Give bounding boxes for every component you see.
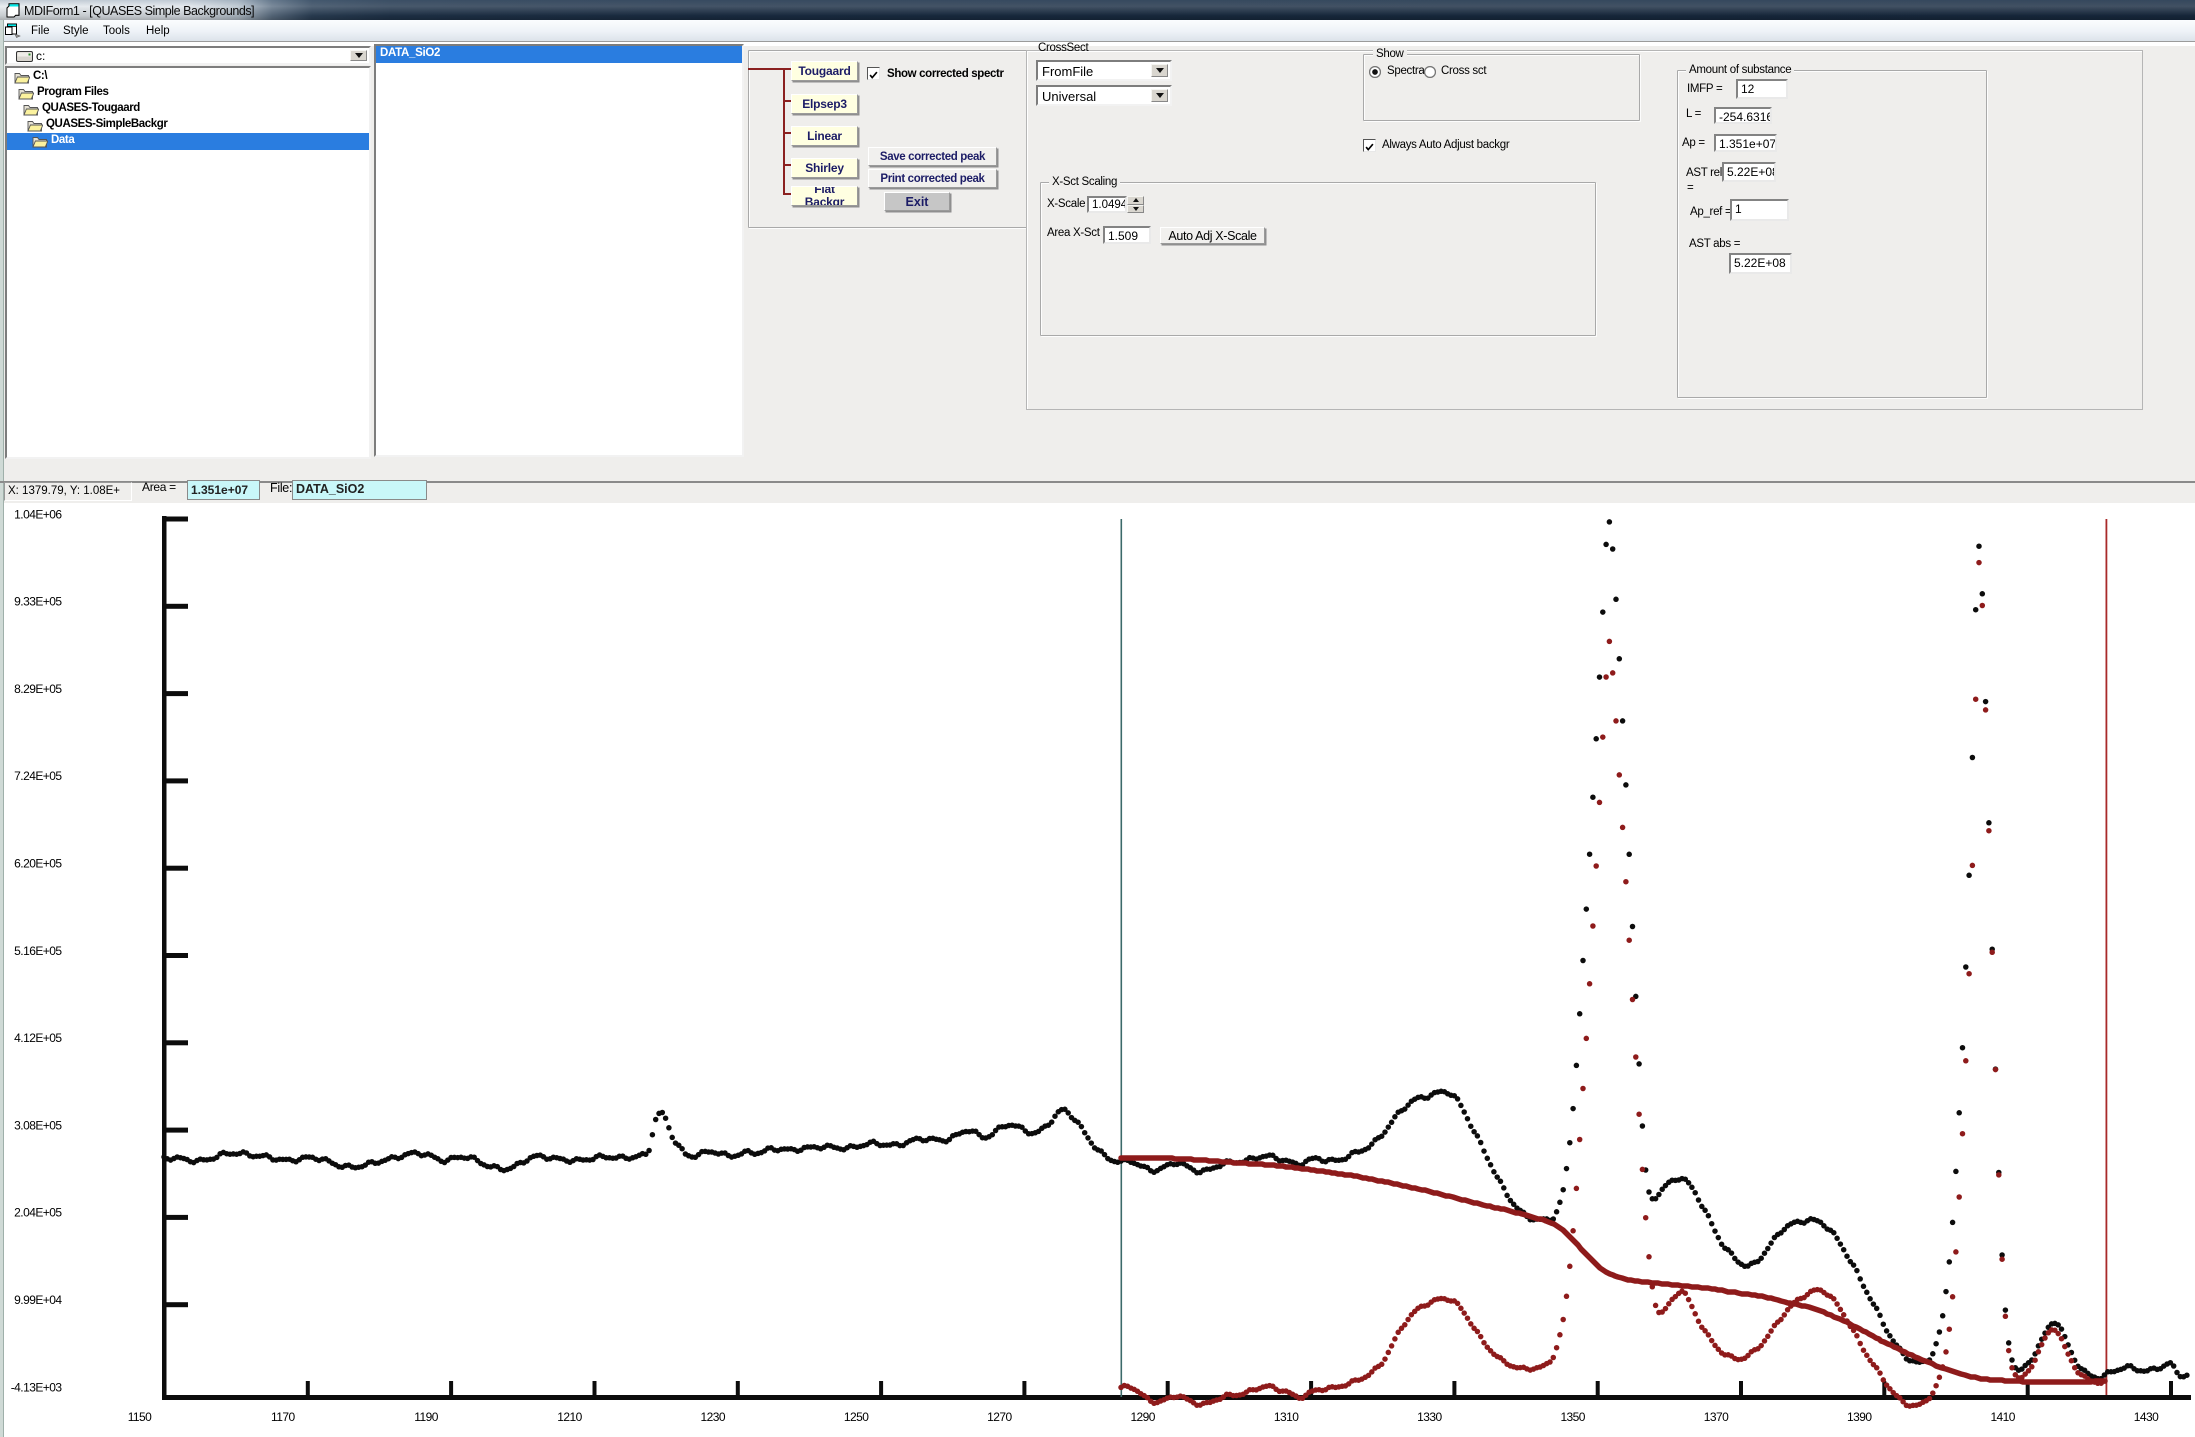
svg-text:1390: 1390: [1847, 1410, 1872, 1424]
svg-text:3.08E+05: 3.08E+05: [14, 1118, 62, 1132]
svg-text:6.20E+05: 6.20E+05: [14, 857, 62, 871]
svg-text:8.29E+05: 8.29E+05: [14, 682, 62, 696]
svg-text:1430: 1430: [2134, 1410, 2159, 1424]
svg-text:1.04E+06: 1.04E+06: [14, 507, 62, 521]
svg-text:1250: 1250: [844, 1410, 869, 1424]
svg-text:1370: 1370: [1704, 1410, 1729, 1424]
svg-text:1350: 1350: [1560, 1410, 1585, 1424]
svg-text:7.24E+05: 7.24E+05: [14, 769, 62, 783]
svg-text:1210: 1210: [557, 1410, 582, 1424]
svg-text:1170: 1170: [271, 1410, 295, 1424]
svg-text:1290: 1290: [1130, 1410, 1155, 1424]
svg-text:1310: 1310: [1274, 1410, 1299, 1424]
svg-text:2.04E+05: 2.04E+05: [14, 1206, 62, 1220]
svg-text:4.12E+05: 4.12E+05: [14, 1031, 62, 1045]
svg-text:1410: 1410: [1990, 1410, 2015, 1424]
svg-text:9.99E+04: 9.99E+04: [14, 1293, 62, 1307]
svg-text:9.33E+05: 9.33E+05: [14, 595, 62, 609]
svg-text:1330: 1330: [1417, 1410, 1442, 1424]
svg-text:5.16E+05: 5.16E+05: [14, 944, 62, 958]
svg-text:1150: 1150: [128, 1410, 152, 1424]
svg-text:1230: 1230: [701, 1410, 726, 1424]
svg-text:1270: 1270: [987, 1410, 1012, 1424]
svg-text:-4.13E+03: -4.13E+03: [11, 1380, 63, 1394]
svg-text:1190: 1190: [414, 1410, 438, 1424]
